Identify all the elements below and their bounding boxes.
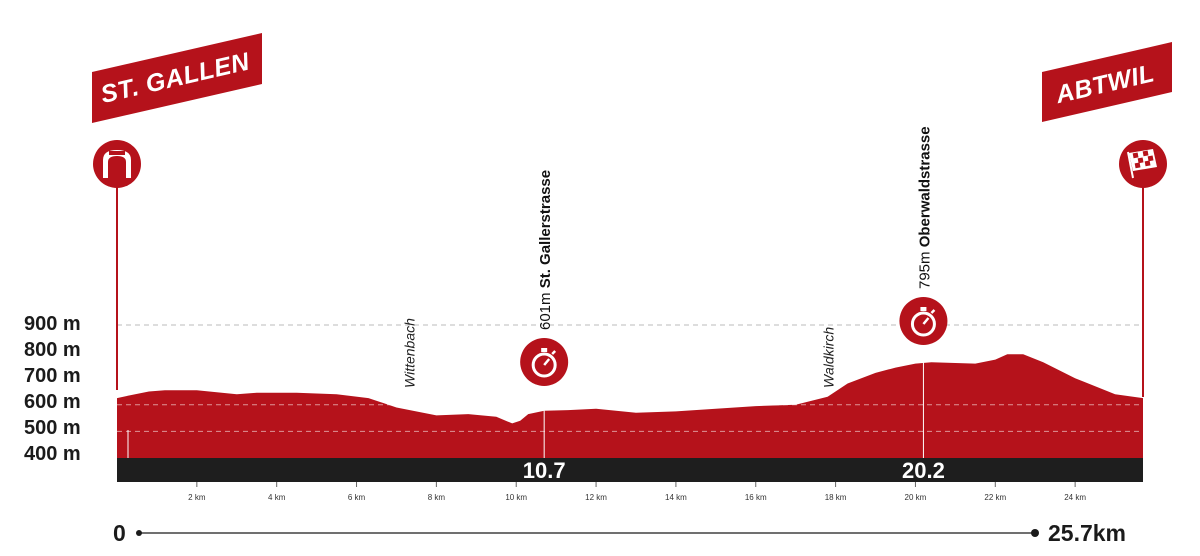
x-tick-label: 2 km [188,493,206,502]
start-arch-icon [93,140,141,188]
passage-label: Wittenbach [401,318,417,388]
elevation-area [117,354,1143,458]
checkpoints: 10.7 20.2 [523,458,945,483]
x-tick-label: 24 km [1064,493,1086,502]
x-tick-label: 10 km [505,493,527,502]
finish-banner: ABTWIL [1042,42,1172,122]
distance-total-label: 25.7km [1048,520,1126,546]
x-tick-label: 6 km [348,493,366,502]
x-tick-label: 18 km [825,493,847,502]
passages: Wittenbach Waldkirch [401,318,836,388]
x-axis: 2 km 4 km 6 km 8 km 10 km 12 km 14 km 16 km 18 k… [188,482,1086,502]
y-axis: 900 m 800 m 700 m 600 m 500 m 400 m [24,313,81,465]
checkpoint-value: 20.2 [902,458,945,483]
distance-start-label: 0 [113,520,126,546]
climb-label: 601m St. Gallerstrasse [537,170,554,330]
stopwatch-icon [899,297,948,345]
x-tick-label: 14 km [665,493,687,502]
passage-label: Waldkirch [821,327,837,388]
x-tick-label: 16 km [745,493,767,502]
climb-label: 795m Oberwaldstrasse [916,126,933,289]
total-distance-axis: 0 25.7km [113,520,1126,546]
x-tick-label: 8 km [428,493,446,502]
x-tick-label: 12 km [585,493,607,502]
finish-banner-shape [1042,42,1172,122]
stopwatch-icon [520,338,569,386]
start-banner: ST. GALLEN [92,33,262,123]
y-tick-label: 400 m [24,443,81,465]
checkered-flag-icon [1119,140,1167,188]
y-tick-label: 800 m [24,339,81,361]
y-tick-label: 700 m [24,365,81,387]
start-banner-shape [92,33,262,123]
climbs: 601m St. Gallerstrasse 795m Oberwaldstras… [520,126,948,458]
x-tick-label: 20 km [905,493,927,502]
distance-bar [117,458,1143,482]
y-tick-label: 500 m [24,417,81,439]
y-tick-label: 600 m [24,391,81,413]
x-tick-label: 22 km [984,493,1006,502]
x-tick-label: 4 km [268,493,286,502]
checkpoint-value: 10.7 [523,458,566,483]
gridlines [117,324,1143,432]
y-tick-label: 900 m [24,313,81,335]
